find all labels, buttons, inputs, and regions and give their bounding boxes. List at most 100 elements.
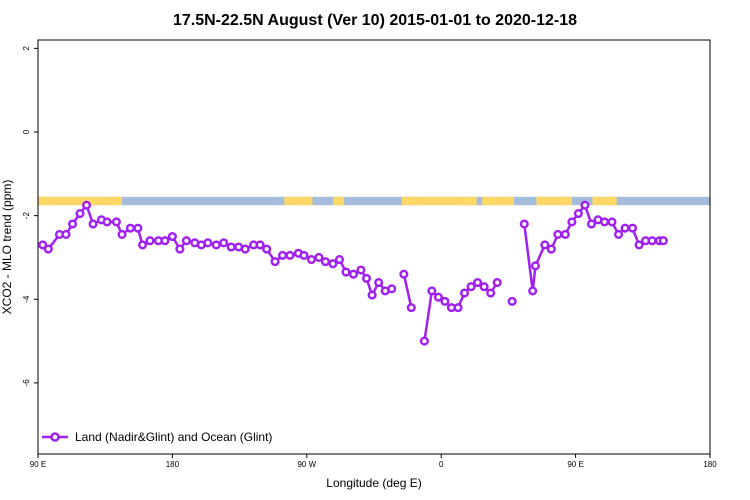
data-point xyxy=(580,200,590,210)
data-point xyxy=(620,223,630,233)
data-point xyxy=(573,208,583,219)
data-point xyxy=(306,254,317,265)
data-point xyxy=(334,254,345,265)
land-band xyxy=(592,196,617,206)
y-axis: 2 0 -2 -4 -6 xyxy=(22,46,38,387)
data-point xyxy=(427,286,437,296)
y-tick-label: -6 xyxy=(22,379,31,387)
data-point xyxy=(419,336,429,346)
data-point xyxy=(473,277,483,288)
chart-title: 17.5N-22.5N August (Ver 10) 2015-01-01 t… xyxy=(173,12,577,29)
data-point xyxy=(387,284,397,294)
y-tick-label: 0 xyxy=(22,129,31,134)
x-tick-label: 90 E xyxy=(30,460,46,469)
series-layer xyxy=(38,200,668,346)
data-point xyxy=(361,273,372,283)
x-tick-label: 180 xyxy=(166,460,180,469)
data-point xyxy=(277,250,288,260)
data-point xyxy=(634,240,644,250)
data-point xyxy=(181,236,191,246)
y-tick-label: -4 xyxy=(22,295,31,303)
data-point xyxy=(540,240,550,250)
data-point xyxy=(211,240,221,250)
data-point xyxy=(145,236,155,246)
data-point xyxy=(492,277,502,288)
data-point xyxy=(507,296,517,306)
data-point xyxy=(586,219,597,229)
legend-marker xyxy=(50,432,60,442)
data-point xyxy=(61,229,71,240)
data-point xyxy=(175,244,185,254)
land-band xyxy=(38,196,122,206)
data-point xyxy=(567,217,577,227)
data-point xyxy=(328,259,338,269)
legend: Land (Nadir&Glint) and Ocean (Glint) xyxy=(42,430,272,444)
data-point xyxy=(453,303,463,313)
data-point xyxy=(546,244,556,254)
data-point xyxy=(399,269,409,279)
data-point xyxy=(613,229,624,240)
legend-label: Land (Nadir&Glint) and Ocean (Glint) xyxy=(75,430,272,444)
data-point xyxy=(255,240,265,250)
y-tick-label: -2 xyxy=(22,212,31,220)
x-tick-label: 90 W xyxy=(297,460,316,469)
ocean-band xyxy=(38,196,710,206)
data-point xyxy=(440,296,450,306)
data-point xyxy=(530,261,541,271)
x-tick-label: 180 xyxy=(703,460,717,469)
data-point xyxy=(479,282,489,292)
data-point xyxy=(167,231,177,242)
data-point xyxy=(528,286,538,296)
data-point xyxy=(486,288,496,298)
y-axis-label: XCO2 - MLO trend (ppm) xyxy=(0,180,14,315)
land-band xyxy=(402,196,477,206)
data-point xyxy=(367,290,377,300)
data-point xyxy=(203,238,213,248)
land-band xyxy=(332,196,345,206)
x-tick-label: 90 E xyxy=(567,460,583,469)
data-point xyxy=(348,269,359,279)
data-point xyxy=(111,217,121,227)
y-tick-label: 2 xyxy=(22,46,31,51)
data-point xyxy=(117,229,127,240)
data-point xyxy=(133,223,143,233)
data-point xyxy=(406,303,416,313)
data-point xyxy=(341,267,351,277)
data-point xyxy=(81,200,92,210)
data-point xyxy=(219,238,229,248)
data-point xyxy=(240,244,250,254)
data-point xyxy=(320,257,331,267)
data-point xyxy=(433,292,443,302)
data-point xyxy=(137,240,148,250)
data-point xyxy=(647,236,657,246)
data-point xyxy=(262,244,272,254)
data-point xyxy=(67,219,78,229)
land-ocean-strip xyxy=(38,196,710,206)
x-axis: 90 E 180 90 W 0 90 E 180 xyxy=(30,454,717,469)
plot-area xyxy=(37,39,711,455)
data-point xyxy=(459,288,470,298)
series-line xyxy=(41,203,393,297)
x-axis-label: Longitude (deg E) xyxy=(326,476,421,490)
data-point xyxy=(466,282,476,292)
data-point xyxy=(75,208,85,219)
land-band xyxy=(284,196,313,206)
data-point xyxy=(226,242,236,252)
data-point xyxy=(374,277,384,288)
data-point xyxy=(314,252,324,263)
land-band xyxy=(482,196,514,206)
data-point xyxy=(88,219,98,229)
data-point xyxy=(553,229,563,240)
data-point xyxy=(607,217,617,227)
data-point xyxy=(560,229,570,240)
data-point xyxy=(38,240,48,250)
data-point xyxy=(599,217,610,227)
land-band xyxy=(536,196,572,206)
data-point xyxy=(160,236,170,246)
data-point xyxy=(43,244,53,254)
data-point xyxy=(270,257,280,267)
data-point xyxy=(102,217,112,227)
data-point xyxy=(658,236,668,246)
data-point xyxy=(299,250,309,260)
